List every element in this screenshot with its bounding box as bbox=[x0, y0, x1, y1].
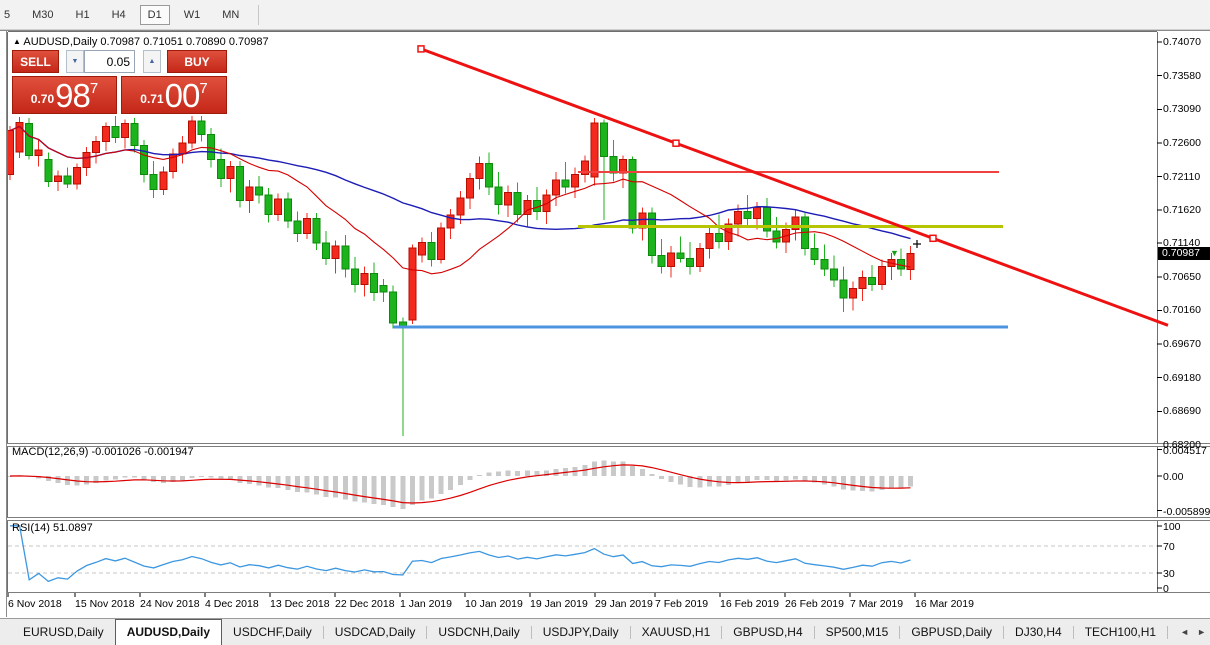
current-price-tag: 0.70987 bbox=[1158, 247, 1210, 260]
rsi-indicator-label: RSI(14) 51.0897 bbox=[12, 522, 93, 534]
moving-averages bbox=[9, 125, 911, 275]
chevron-up-icon: ▲ bbox=[148, 58, 156, 65]
tab-separator bbox=[813, 625, 815, 639]
volume-increase-button[interactable]: ▲ bbox=[143, 50, 161, 73]
tab-usdjpy-daily[interactable]: USDJPY,Daily bbox=[542, 625, 619, 639]
chart-title-text: AUDUSD,Daily 0.70987 0.71051 0.70890 0.7… bbox=[23, 36, 269, 48]
tab-sp500-m15[interactable]: SP500,M15 bbox=[825, 625, 889, 639]
sell-price-button[interactable]: 0.70 98 7 bbox=[12, 76, 117, 114]
timeframe-mn[interactable]: MN bbox=[222, 8, 240, 21]
trendline-anchor bbox=[417, 45, 425, 53]
timeframe-h1[interactable]: H1 bbox=[75, 8, 90, 21]
bid-price-pip: 7 bbox=[89, 80, 99, 97]
tab-usdchf-daily[interactable]: USDCHF,Daily bbox=[233, 625, 312, 639]
buy-price-button[interactable]: 0.71 00 7 bbox=[121, 76, 227, 114]
tab-separator bbox=[899, 625, 901, 639]
pane-divider-rsi[interactable] bbox=[7, 517, 1210, 521]
tab-dj30-h4[interactable]: DJ30,H4 bbox=[1015, 625, 1062, 639]
chart-tab-bar: EURUSD,Daily AUDUSD,Daily USDCHF,Daily USDC… bbox=[0, 618, 1210, 645]
tab-separator bbox=[629, 625, 631, 639]
tab-scroll-left-icon[interactable]: ◄ bbox=[1180, 627, 1190, 637]
tab-separator bbox=[1167, 625, 1169, 639]
timeframe-m30[interactable]: M30 bbox=[32, 8, 54, 21]
tab-audusd-daily[interactable]: AUDUSD,Daily bbox=[114, 619, 223, 645]
trendline-anchor bbox=[929, 234, 937, 243]
rsi-line bbox=[10, 525, 911, 583]
tab-gbpusd-h4[interactable]: GBPUSD,H4 bbox=[733, 625, 803, 639]
chevron-down-icon: ▼ bbox=[71, 58, 79, 65]
candlestick-series bbox=[8, 110, 915, 437]
tab-scroll-right-icon[interactable]: ► bbox=[1197, 627, 1206, 637]
tab-separator bbox=[322, 625, 324, 639]
sell-button[interactable]: SELL bbox=[12, 50, 59, 73]
trendline-anchor bbox=[672, 139, 680, 147]
ask-price-pip: 7 bbox=[199, 80, 208, 97]
collapse-arrow-icon[interactable]: ▲ bbox=[13, 37, 21, 46]
tab-usdcad-daily[interactable]: USDCAD,Daily bbox=[334, 625, 416, 639]
ask-price-big: 00 bbox=[164, 76, 201, 114]
pane-divider-macd[interactable] bbox=[7, 443, 1210, 447]
timeframe-h4[interactable]: H4 bbox=[111, 8, 126, 21]
macd-indicator-label: MACD(12,26,9) -0.001026 -0.001947 bbox=[12, 446, 194, 458]
tab-separator bbox=[1003, 625, 1005, 639]
tab-xauusd-h1[interactable]: XAUUSD,H1 bbox=[641, 625, 711, 639]
tab-separator bbox=[426, 625, 428, 639]
timeframe-toolbar: 5 M30 H1 H4 D1 W1 MN bbox=[0, 0, 1210, 30]
ask-price-prefix: 0.71 bbox=[140, 92, 164, 106]
timeframe-d1[interactable]: D1 bbox=[139, 4, 170, 25]
tab-gbpusd-daily[interactable]: GBPUSD,Daily bbox=[911, 625, 993, 639]
tab-separator bbox=[1072, 625, 1074, 639]
chart-window-border-left bbox=[6, 31, 7, 617]
chart-title: ▲ AUDUSD,Daily 0.70987 0.71051 0.70890 0… bbox=[13, 36, 269, 48]
tab-scroll-arrows: ◄ ► bbox=[1174, 619, 1210, 645]
bid-price-prefix: 0.70 bbox=[30, 92, 55, 106]
buy-button[interactable]: BUY bbox=[167, 50, 227, 73]
tab-separator bbox=[721, 625, 723, 639]
tab-tech100-h1[interactable]: TECH100,H1 bbox=[1084, 625, 1157, 639]
timeframe-5[interactable]: 5 bbox=[4, 8, 11, 21]
bid-price-big: 98 bbox=[55, 76, 91, 114]
tab-usdcnh-daily[interactable]: USDCNH,Daily bbox=[438, 625, 520, 639]
chart-bottom-border bbox=[7, 592, 1210, 593]
chart-window-border-top bbox=[0, 30, 1210, 31]
toolbar-separator bbox=[258, 4, 260, 25]
current-bar-cross bbox=[913, 240, 921, 248]
macd-histogram bbox=[8, 460, 913, 510]
volume-decrease-button[interactable]: ▼ bbox=[66, 50, 84, 73]
timeframe-w1[interactable]: W1 bbox=[183, 8, 201, 21]
macd-signal-line bbox=[9, 464, 911, 504]
trade-marker-icon: ▼ bbox=[890, 248, 899, 258]
volume-input[interactable] bbox=[84, 50, 135, 73]
trendline-object bbox=[420, 47, 1169, 327]
tab-eurusd-daily[interactable]: EURUSD,Daily bbox=[23, 625, 104, 639]
tab-separator bbox=[530, 625, 532, 639]
